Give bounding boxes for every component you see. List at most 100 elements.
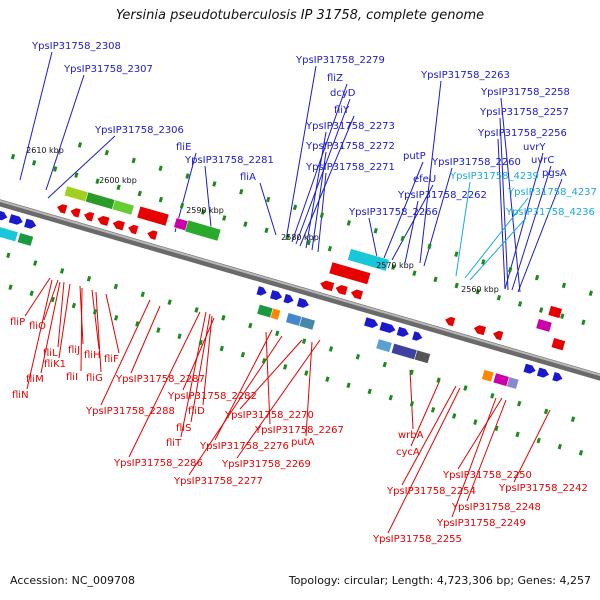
forward-gene-label[interactable]: YpsIP31758_2256 <box>477 128 567 139</box>
forward-gene-label[interactable]: YpsIP31758_2271 <box>305 162 395 173</box>
forward-gene-label[interactable]: fliZ <box>327 73 343 84</box>
forward-gene-label[interactable]: YpsIP31758_2263 <box>420 70 510 81</box>
forward-gene-arrow[interactable] <box>551 371 564 383</box>
reverse-gene-label[interactable]: YpsIP31758_2282 <box>167 391 257 402</box>
forward-gene-arrow[interactable] <box>0 209 9 222</box>
forward-gene-arrow[interactable] <box>522 363 537 375</box>
forward-gene-label[interactable]: YpsIP31758_4239 <box>449 171 539 182</box>
reverse-gene-label[interactable]: YpsIP31758_2267 <box>254 425 344 436</box>
forward-gene-arrow[interactable] <box>255 285 268 297</box>
forward-gene-label[interactable]: uvrY <box>523 142 546 153</box>
reverse-gene-label[interactable]: YpsIP31758_2287 <box>115 374 205 385</box>
reverse-gene-label[interactable]: YpsIP31758_2249 <box>436 518 526 529</box>
forward-gene-arrow[interactable] <box>23 218 38 230</box>
cog-feature-box[interactable] <box>85 191 116 210</box>
cog-feature-box[interactable] <box>481 369 495 383</box>
reverse-gene-label[interactable]: YpsIP31758_2242 <box>498 483 588 494</box>
reverse-gene-arrow[interactable] <box>82 210 95 223</box>
reverse-gene-label[interactable]: YpsIP31758_2286 <box>113 458 203 469</box>
forward-gene-arrow[interactable] <box>396 326 410 339</box>
cog-feature-box[interactable] <box>506 376 520 390</box>
forward-gene-label[interactable]: efeU <box>413 174 436 185</box>
reverse-gene-label[interactable]: YpsIP31758_2255 <box>372 534 462 545</box>
forward-gene-label[interactable]: fliA <box>240 172 256 183</box>
reverse-gene-label[interactable]: fliF <box>104 354 119 365</box>
forward-gene-arrow[interactable] <box>536 366 551 379</box>
forward-gene-label[interactable]: fliE <box>176 142 191 153</box>
reverse-gene-label[interactable]: fliS <box>176 423 191 434</box>
reverse-gene-label[interactable]: YpsIP31758_2277 <box>173 476 263 487</box>
reverse-gene-arrow[interactable] <box>349 288 364 301</box>
forward-gene-label[interactable]: YpsIP31758_2281 <box>184 155 274 166</box>
forward-gene-label[interactable]: YpsIP31758_2260 <box>431 157 521 168</box>
cog-feature-box[interactable] <box>550 337 566 351</box>
forward-gene-arrow[interactable] <box>378 321 397 335</box>
cog-feature-box[interactable] <box>375 338 393 353</box>
forward-gene-label[interactable]: YpsIP31758_2272 <box>305 141 395 152</box>
forward-gene-label[interactable]: fliY <box>334 105 350 116</box>
reverse-gene-label[interactable]: YpsIP31758_2254 <box>386 486 476 497</box>
forward-gene-label[interactable]: YpsIP31758_2266 <box>348 207 438 218</box>
cog-feature-box[interactable] <box>136 205 170 227</box>
forward-gene-arrow[interactable] <box>296 297 311 310</box>
cog-feature-box[interactable] <box>298 316 316 331</box>
reverse-gene-label[interactable]: fliT <box>166 438 182 449</box>
reverse-gene-label[interactable]: fliK1 <box>44 359 66 370</box>
cog-feature-box[interactable] <box>535 318 553 333</box>
forward-gene-arrow[interactable] <box>8 213 24 227</box>
reverse-gene-label[interactable]: fliD <box>188 406 205 417</box>
forward-gene-label[interactable]: YpsIP31758_4236 <box>505 207 595 218</box>
reverse-gene-arrow[interactable] <box>334 283 349 296</box>
reverse-gene-label[interactable]: fliO <box>29 321 46 332</box>
forward-gene-label[interactable]: YpsIP31758_2257 <box>479 107 569 118</box>
forward-gene-arrow[interactable] <box>282 293 295 305</box>
forward-gene-arrow[interactable] <box>411 330 424 342</box>
reverse-gene-label[interactable]: YpsIP31758_2269 <box>221 459 311 470</box>
reverse-gene-arrow[interactable] <box>111 219 126 232</box>
forward-gene-label[interactable]: YpsIP31758_2308 <box>31 41 121 52</box>
forward-gene-label[interactable]: YpsIP31758_2262 <box>397 190 487 201</box>
reverse-gene-label[interactable]: YpsIP31758_2250 <box>442 470 532 481</box>
reverse-gene-label[interactable]: wrbA <box>398 430 424 441</box>
cog-feature-box[interactable] <box>0 222 19 243</box>
forward-gene-label[interactable]: YpsIP31758_4237 <box>507 187 597 198</box>
cog-feature-box[interactable] <box>63 185 89 202</box>
forward-gene-label[interactable]: YpsIP31758_2307 <box>63 64 153 75</box>
reverse-gene-label[interactable]: putA <box>291 437 315 448</box>
reverse-gene-label[interactable]: cycA <box>396 447 420 458</box>
reverse-gene-label[interactable]: YpsIP31758_2276 <box>199 441 289 452</box>
forward-gene-arrow[interactable] <box>363 316 380 330</box>
reverse-gene-label[interactable]: YpsIP31758_2270 <box>224 410 314 421</box>
reverse-gene-label[interactable]: fliH <box>84 350 101 361</box>
reverse-gene-label[interactable]: YpsIP31758_2288 <box>85 406 175 417</box>
forward-gene-arrow[interactable] <box>269 289 284 302</box>
reverse-gene-arrow[interactable] <box>319 279 335 292</box>
reverse-gene-label[interactable]: fliI <box>66 372 78 383</box>
reverse-gene-arrow[interactable] <box>55 203 68 215</box>
reverse-gene-label[interactable]: fliP <box>10 317 25 328</box>
forward-gene-label[interactable]: putP <box>403 151 426 162</box>
forward-gene-label[interactable]: uvrC <box>531 155 554 166</box>
reverse-gene-label[interactable]: fliG <box>86 373 103 384</box>
reverse-gene-label[interactable]: YpsIP31758_2248 <box>451 502 541 513</box>
cog-feature-box[interactable] <box>269 307 282 321</box>
reverse-gene-arrow[interactable] <box>146 229 159 241</box>
reverse-gene-label[interactable]: fliJ <box>68 345 80 356</box>
reverse-gene-arrow[interactable] <box>127 223 139 235</box>
forward-gene-label[interactable]: YpsIP31758_2258 <box>480 87 570 98</box>
forward-gene-label[interactable]: pgsA <box>542 168 567 179</box>
cog-feature-box[interactable] <box>184 219 222 242</box>
reverse-gene-label[interactable]: fliN <box>12 390 29 401</box>
reverse-gene-arrow[interactable] <box>443 315 456 327</box>
reverse-gene-label[interactable]: fliL <box>43 348 58 359</box>
cog-feature-box[interactable] <box>16 232 34 247</box>
cog-feature-box[interactable] <box>414 349 431 364</box>
reverse-gene-arrow[interactable] <box>491 329 504 341</box>
cog-feature-box[interactable] <box>328 261 372 285</box>
cog-feature-box[interactable] <box>547 305 563 319</box>
forward-gene-label[interactable]: YpsIP31758_2279 <box>295 55 385 66</box>
reverse-gene-label[interactable]: fliM <box>26 374 44 385</box>
cog-feature-box[interactable] <box>347 248 390 272</box>
forward-gene-label[interactable]: YpsIP31758_2306 <box>94 125 184 136</box>
forward-gene-label[interactable]: dcyD <box>330 88 356 99</box>
